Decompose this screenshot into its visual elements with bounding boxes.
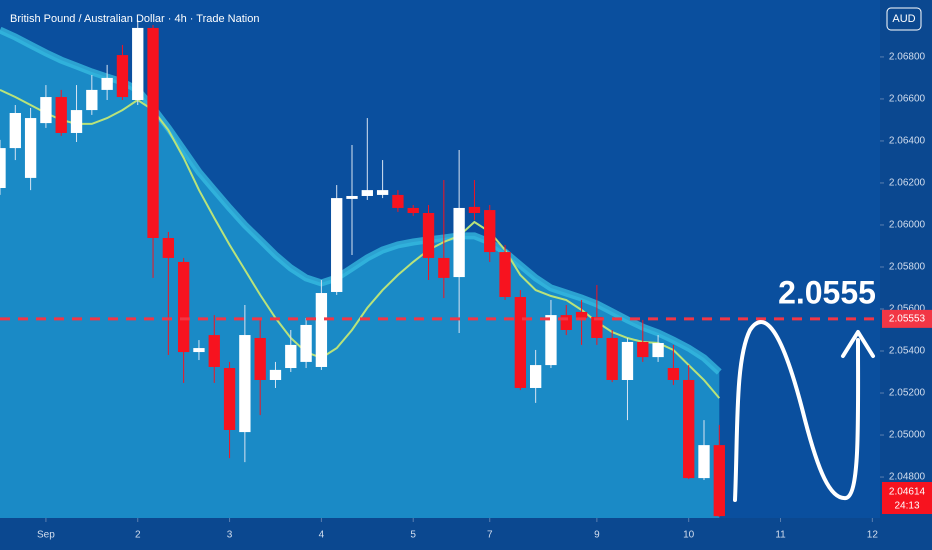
- candle-body: [285, 344, 297, 369]
- candle-body: [101, 77, 113, 90]
- chart-title: British Pound / Australian Dollar · 4h ·…: [10, 13, 259, 25]
- candle-body: [40, 97, 52, 124]
- candle-body: [621, 341, 634, 380]
- y-tick-label: 2.06600: [889, 94, 926, 105]
- y-tick-label: 2.05600: [889, 304, 926, 315]
- candle-body: [667, 368, 680, 380]
- candle-body: [376, 190, 389, 195]
- candle-body: [606, 337, 618, 380]
- y-tick-label: 2.06200: [889, 178, 926, 189]
- target-price-box: [882, 309, 932, 328]
- candle-body: [652, 343, 664, 358]
- x-tick-label: 9: [594, 530, 600, 541]
- candle-body: [637, 341, 649, 358]
- x-tick-label: 5: [410, 530, 416, 541]
- candle-body: [560, 315, 572, 330]
- y-tick-label: 2.06800: [889, 52, 926, 63]
- candle-body: [713, 445, 725, 517]
- target-annotation: 2.0555: [778, 274, 876, 310]
- candle-body: [147, 27, 159, 238]
- y-tick-label: 2.06000: [889, 220, 926, 231]
- y-axis-strip: [880, 0, 932, 550]
- candle-body: [254, 337, 266, 380]
- candle-body: [269, 369, 282, 380]
- candle-body: [545, 315, 557, 366]
- candle-body: [361, 190, 373, 196]
- candle-body: [575, 311, 588, 319]
- candle-body: [484, 210, 496, 253]
- candle-body: [24, 118, 37, 178]
- candle-body: [300, 324, 312, 362]
- candle-body: [331, 198, 343, 292]
- candle-body: [529, 365, 542, 388]
- x-tick-label: Sep: [37, 530, 55, 541]
- candle-body: [0, 148, 6, 189]
- candle-body: [499, 252, 511, 298]
- candle-body: [9, 113, 21, 149]
- candle-body: [86, 89, 98, 111]
- y-tick-label: 2.05200: [889, 388, 926, 399]
- x-tick-label: 12: [867, 530, 879, 541]
- candle-body: [438, 257, 450, 278]
- arrow-head: [841, 330, 875, 358]
- x-tick-label: 11: [775, 530, 786, 541]
- candle-body: [346, 195, 358, 199]
- x-tick-label: 3: [227, 530, 233, 541]
- y-tick-label: 2.05400: [889, 346, 926, 357]
- candle-body: [591, 316, 603, 338]
- candle-body: [315, 293, 328, 367]
- axes-layer: 2.04800 2.05000 2.05200 2.05400 2.05600 2.058…: [37, 52, 932, 541]
- candle-body: [162, 237, 175, 258]
- candle-body: [132, 27, 144, 100]
- last-price-box: [882, 482, 932, 514]
- last-price-label: 2.04614: [889, 487, 926, 498]
- candle-body: [70, 110, 83, 133]
- candle-body: [223, 368, 236, 430]
- candle-body: [698, 445, 710, 479]
- y-tick-label: 2.05800: [889, 262, 926, 273]
- candle-body: [208, 335, 220, 367]
- target-price-label: 2.05553: [889, 314, 926, 325]
- candle-body: [683, 379, 695, 479]
- y-tick-label: 2.06400: [889, 136, 926, 147]
- candle-body: [177, 261, 190, 353]
- y-tick-label: 2.05000: [889, 430, 926, 441]
- x-tick-label: 2: [135, 530, 141, 541]
- candle-body: [116, 55, 129, 98]
- candle-body: [453, 207, 465, 278]
- x-axis-strip: [0, 518, 932, 550]
- y-tick-label: 2.04800: [889, 472, 926, 483]
- hand-drawn-path: [733, 320, 861, 502]
- candle-body: [514, 297, 527, 388]
- candle-body: [468, 206, 481, 213]
- candle-body: [55, 97, 67, 133]
- candle-body: [239, 335, 251, 433]
- marks-layer: [0, 19, 880, 517]
- candle-body: [193, 348, 205, 353]
- currency-label[interactable]: AUD: [892, 13, 915, 25]
- x-tick-label: 10: [683, 530, 695, 541]
- candle-body: [407, 207, 419, 213]
- currency-button[interactable]: [886, 7, 922, 31]
- x-tick-label: 7: [487, 530, 493, 541]
- x-tick-label: 4: [319, 530, 325, 541]
- candle-body: [422, 212, 435, 258]
- candle-body: [392, 194, 404, 208]
- countdown-label: 24:13: [894, 501, 919, 512]
